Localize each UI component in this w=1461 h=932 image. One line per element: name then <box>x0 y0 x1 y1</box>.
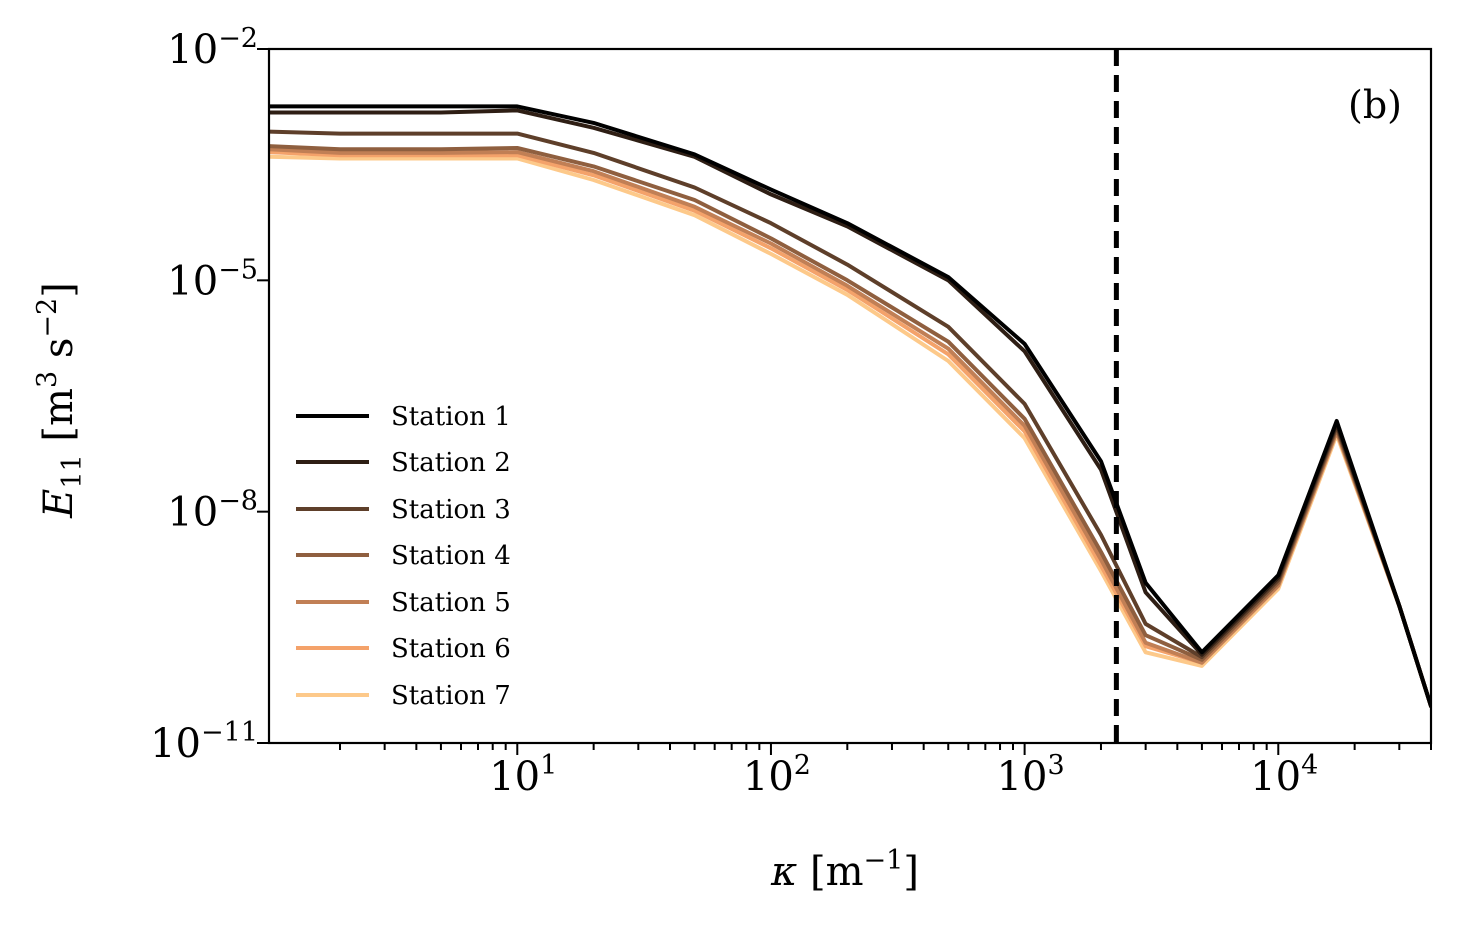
x-tick-label: 101 <box>489 750 557 800</box>
legend-entry: Station 7 <box>296 681 511 711</box>
legend-entry: Station 1 <box>296 402 511 432</box>
legend-label: Station 3 <box>391 495 511 525</box>
x-axis-label: κ [m−1] <box>770 845 919 895</box>
legend-label: Station 4 <box>391 541 511 571</box>
legend: Station 1 Station 2 Station 3 Station 4 … <box>296 402 511 711</box>
legend-entry: Station 4 <box>296 541 511 571</box>
legend-entry: Station 6 <box>296 634 511 664</box>
x-tick-label: 104 <box>1250 750 1318 800</box>
tick-layer <box>257 48 1432 755</box>
legend-entry: Station 2 <box>296 448 511 478</box>
y-tick-label: 10−2 <box>167 23 258 73</box>
series-line <box>269 104 1431 709</box>
legend-label: Station 5 <box>391 588 511 618</box>
legend-label: Station 7 <box>391 681 511 711</box>
x-tick-label: 102 <box>743 750 811 800</box>
legend-label: Station 2 <box>391 448 511 478</box>
x-tick-labels: 101 102 103 104 <box>489 750 1318 800</box>
legend-entry: Station 3 <box>296 495 511 525</box>
y-tick-label: 10−8 <box>167 486 258 536</box>
legend-label: Station 6 <box>391 634 511 664</box>
legend-entry: Station 5 <box>296 588 511 618</box>
series-layer <box>269 104 1431 709</box>
y-tick-label: 10−11 <box>150 717 258 767</box>
y-axis-label: E11 [m3 s−2] <box>32 282 88 519</box>
y-tick-labels: 10−2 10−5 10−8 10−11 <box>150 23 258 767</box>
y-tick-label: 10−5 <box>167 254 258 304</box>
plot-frame <box>267 47 1433 745</box>
panel-label: (b) <box>1348 83 1402 127</box>
legend-label: Station 1 <box>391 402 511 432</box>
x-tick-label: 103 <box>997 750 1065 800</box>
